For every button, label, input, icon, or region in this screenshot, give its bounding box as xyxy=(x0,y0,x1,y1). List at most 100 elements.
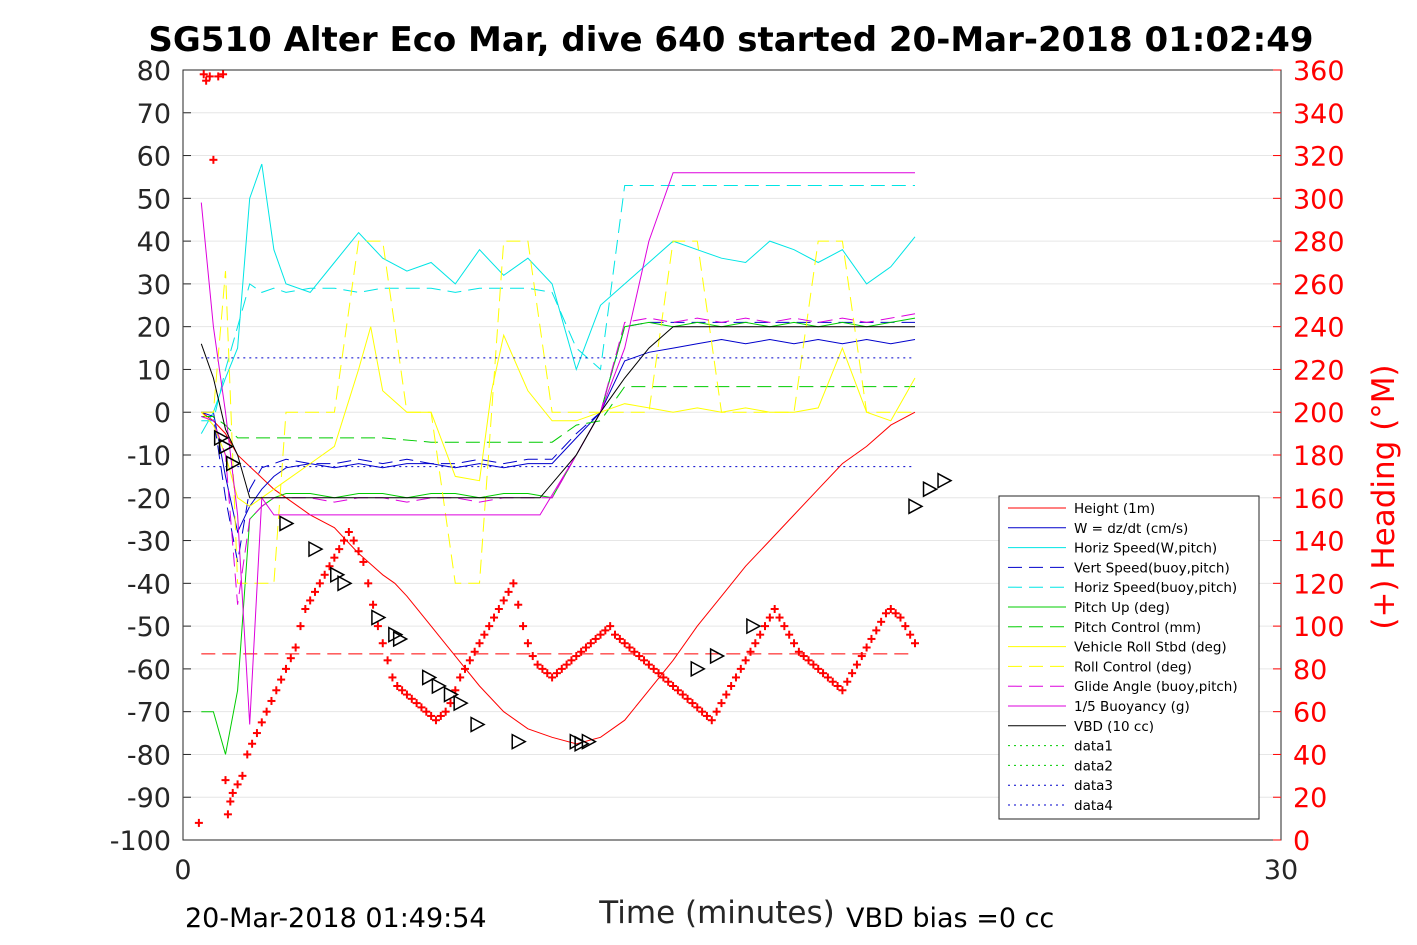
heading-point xyxy=(202,76,211,85)
series-line xyxy=(201,185,915,422)
heading-point xyxy=(581,643,590,652)
heading-point xyxy=(205,72,214,81)
heading-point xyxy=(552,669,561,678)
heading-point xyxy=(591,634,600,643)
turn-marker xyxy=(388,626,404,643)
y2-tick-label: 160 xyxy=(1293,484,1345,515)
series-line xyxy=(200,326,916,507)
heading-point xyxy=(219,70,228,79)
heading-point xyxy=(688,699,697,708)
heading-point xyxy=(702,711,711,720)
heading-point xyxy=(557,664,566,673)
heading-point xyxy=(809,660,818,669)
heading-point xyxy=(407,694,416,703)
turn-marker xyxy=(421,669,438,686)
heading-point xyxy=(257,718,266,727)
heading-point xyxy=(635,652,644,661)
y-tick-label: -80 xyxy=(127,740,171,771)
heading-point xyxy=(523,639,532,648)
y-tick-label: -90 xyxy=(127,783,171,814)
series-line xyxy=(201,338,916,534)
heading-point xyxy=(325,562,334,571)
x-axis-label: Time (minutes) xyxy=(598,895,834,931)
y2-tick-label: 260 xyxy=(1293,270,1345,301)
turn-marker xyxy=(470,716,486,733)
turn-marker xyxy=(226,455,242,472)
turn-marker xyxy=(511,733,527,750)
heading-point xyxy=(669,682,678,690)
heading-point xyxy=(896,613,905,622)
heading-point xyxy=(344,528,353,536)
turn-marker xyxy=(279,515,295,532)
heading-point xyxy=(562,660,571,669)
y2-tick-label: 100 xyxy=(1293,612,1345,643)
series-line xyxy=(201,313,916,605)
y2-tick-label: 80 xyxy=(1293,655,1327,686)
legend-label: Pitch Up (deg) xyxy=(1074,600,1170,616)
heading-point xyxy=(843,677,852,686)
heading-point xyxy=(485,622,494,631)
heading-point xyxy=(422,707,431,716)
legend-label: data4 xyxy=(1074,798,1113,814)
heading-point xyxy=(335,545,344,554)
series-line xyxy=(201,411,916,745)
heading-point xyxy=(465,656,474,665)
y2-tick-label: 180 xyxy=(1293,441,1345,472)
y-tick-label: 20 xyxy=(137,313,171,344)
heading-point xyxy=(209,155,218,164)
legend-label: data3 xyxy=(1074,778,1113,794)
heading-point xyxy=(644,660,653,669)
heading-point xyxy=(359,557,368,566)
heading-point xyxy=(494,605,503,613)
heading-point xyxy=(620,639,629,648)
y-tick-label: 40 xyxy=(137,227,171,258)
heading-point xyxy=(221,776,230,785)
y-tick-label: 10 xyxy=(137,355,171,386)
heading-point xyxy=(226,797,235,806)
heading-point xyxy=(214,72,223,81)
heading-point xyxy=(736,664,745,673)
heading-point xyxy=(901,622,910,631)
turn-marker xyxy=(937,472,953,489)
heading-point xyxy=(427,711,436,720)
legend-label: 1/5 Buoyancy (g) xyxy=(1074,699,1190,715)
y2-tick-label: 40 xyxy=(1293,740,1327,771)
heading-point xyxy=(311,587,320,596)
heading-point xyxy=(252,729,261,738)
legend-label: Horiz Speed(buoy,pitch) xyxy=(1074,580,1237,596)
heading-point xyxy=(436,711,445,720)
heading-point xyxy=(233,780,242,789)
heading-point xyxy=(499,596,508,605)
heading-point xyxy=(799,652,808,661)
turn-marker xyxy=(690,660,706,678)
heading-point xyxy=(814,664,823,673)
heading-point xyxy=(852,660,861,669)
heading-point xyxy=(698,707,707,716)
heading-point xyxy=(678,690,687,699)
heading-point xyxy=(369,600,378,609)
turn-marker xyxy=(213,429,230,447)
heading-point xyxy=(514,600,523,609)
heading-point xyxy=(857,652,866,661)
heading-point xyxy=(306,596,315,605)
turn-marker xyxy=(453,694,469,712)
heading-point xyxy=(286,654,295,663)
heading-point xyxy=(519,622,528,631)
legend-label: Pitch Control (mm) xyxy=(1074,620,1201,636)
y2-tick-label: 0 xyxy=(1293,826,1310,857)
heading-point xyxy=(586,639,595,648)
turn-marker xyxy=(908,498,924,515)
heading-point xyxy=(761,622,770,631)
heading-point xyxy=(872,626,881,635)
heading-point xyxy=(891,609,900,618)
heading-point xyxy=(301,605,310,613)
y-tick-label: 30 xyxy=(137,270,171,301)
heading-point xyxy=(398,686,407,695)
turn-marker xyxy=(330,566,346,584)
heading-point xyxy=(654,669,663,678)
heading-point xyxy=(838,686,847,695)
heading-point xyxy=(673,686,682,695)
heading-point xyxy=(823,673,832,682)
y-tick-label: -50 xyxy=(127,612,171,643)
heading-point xyxy=(596,630,605,639)
